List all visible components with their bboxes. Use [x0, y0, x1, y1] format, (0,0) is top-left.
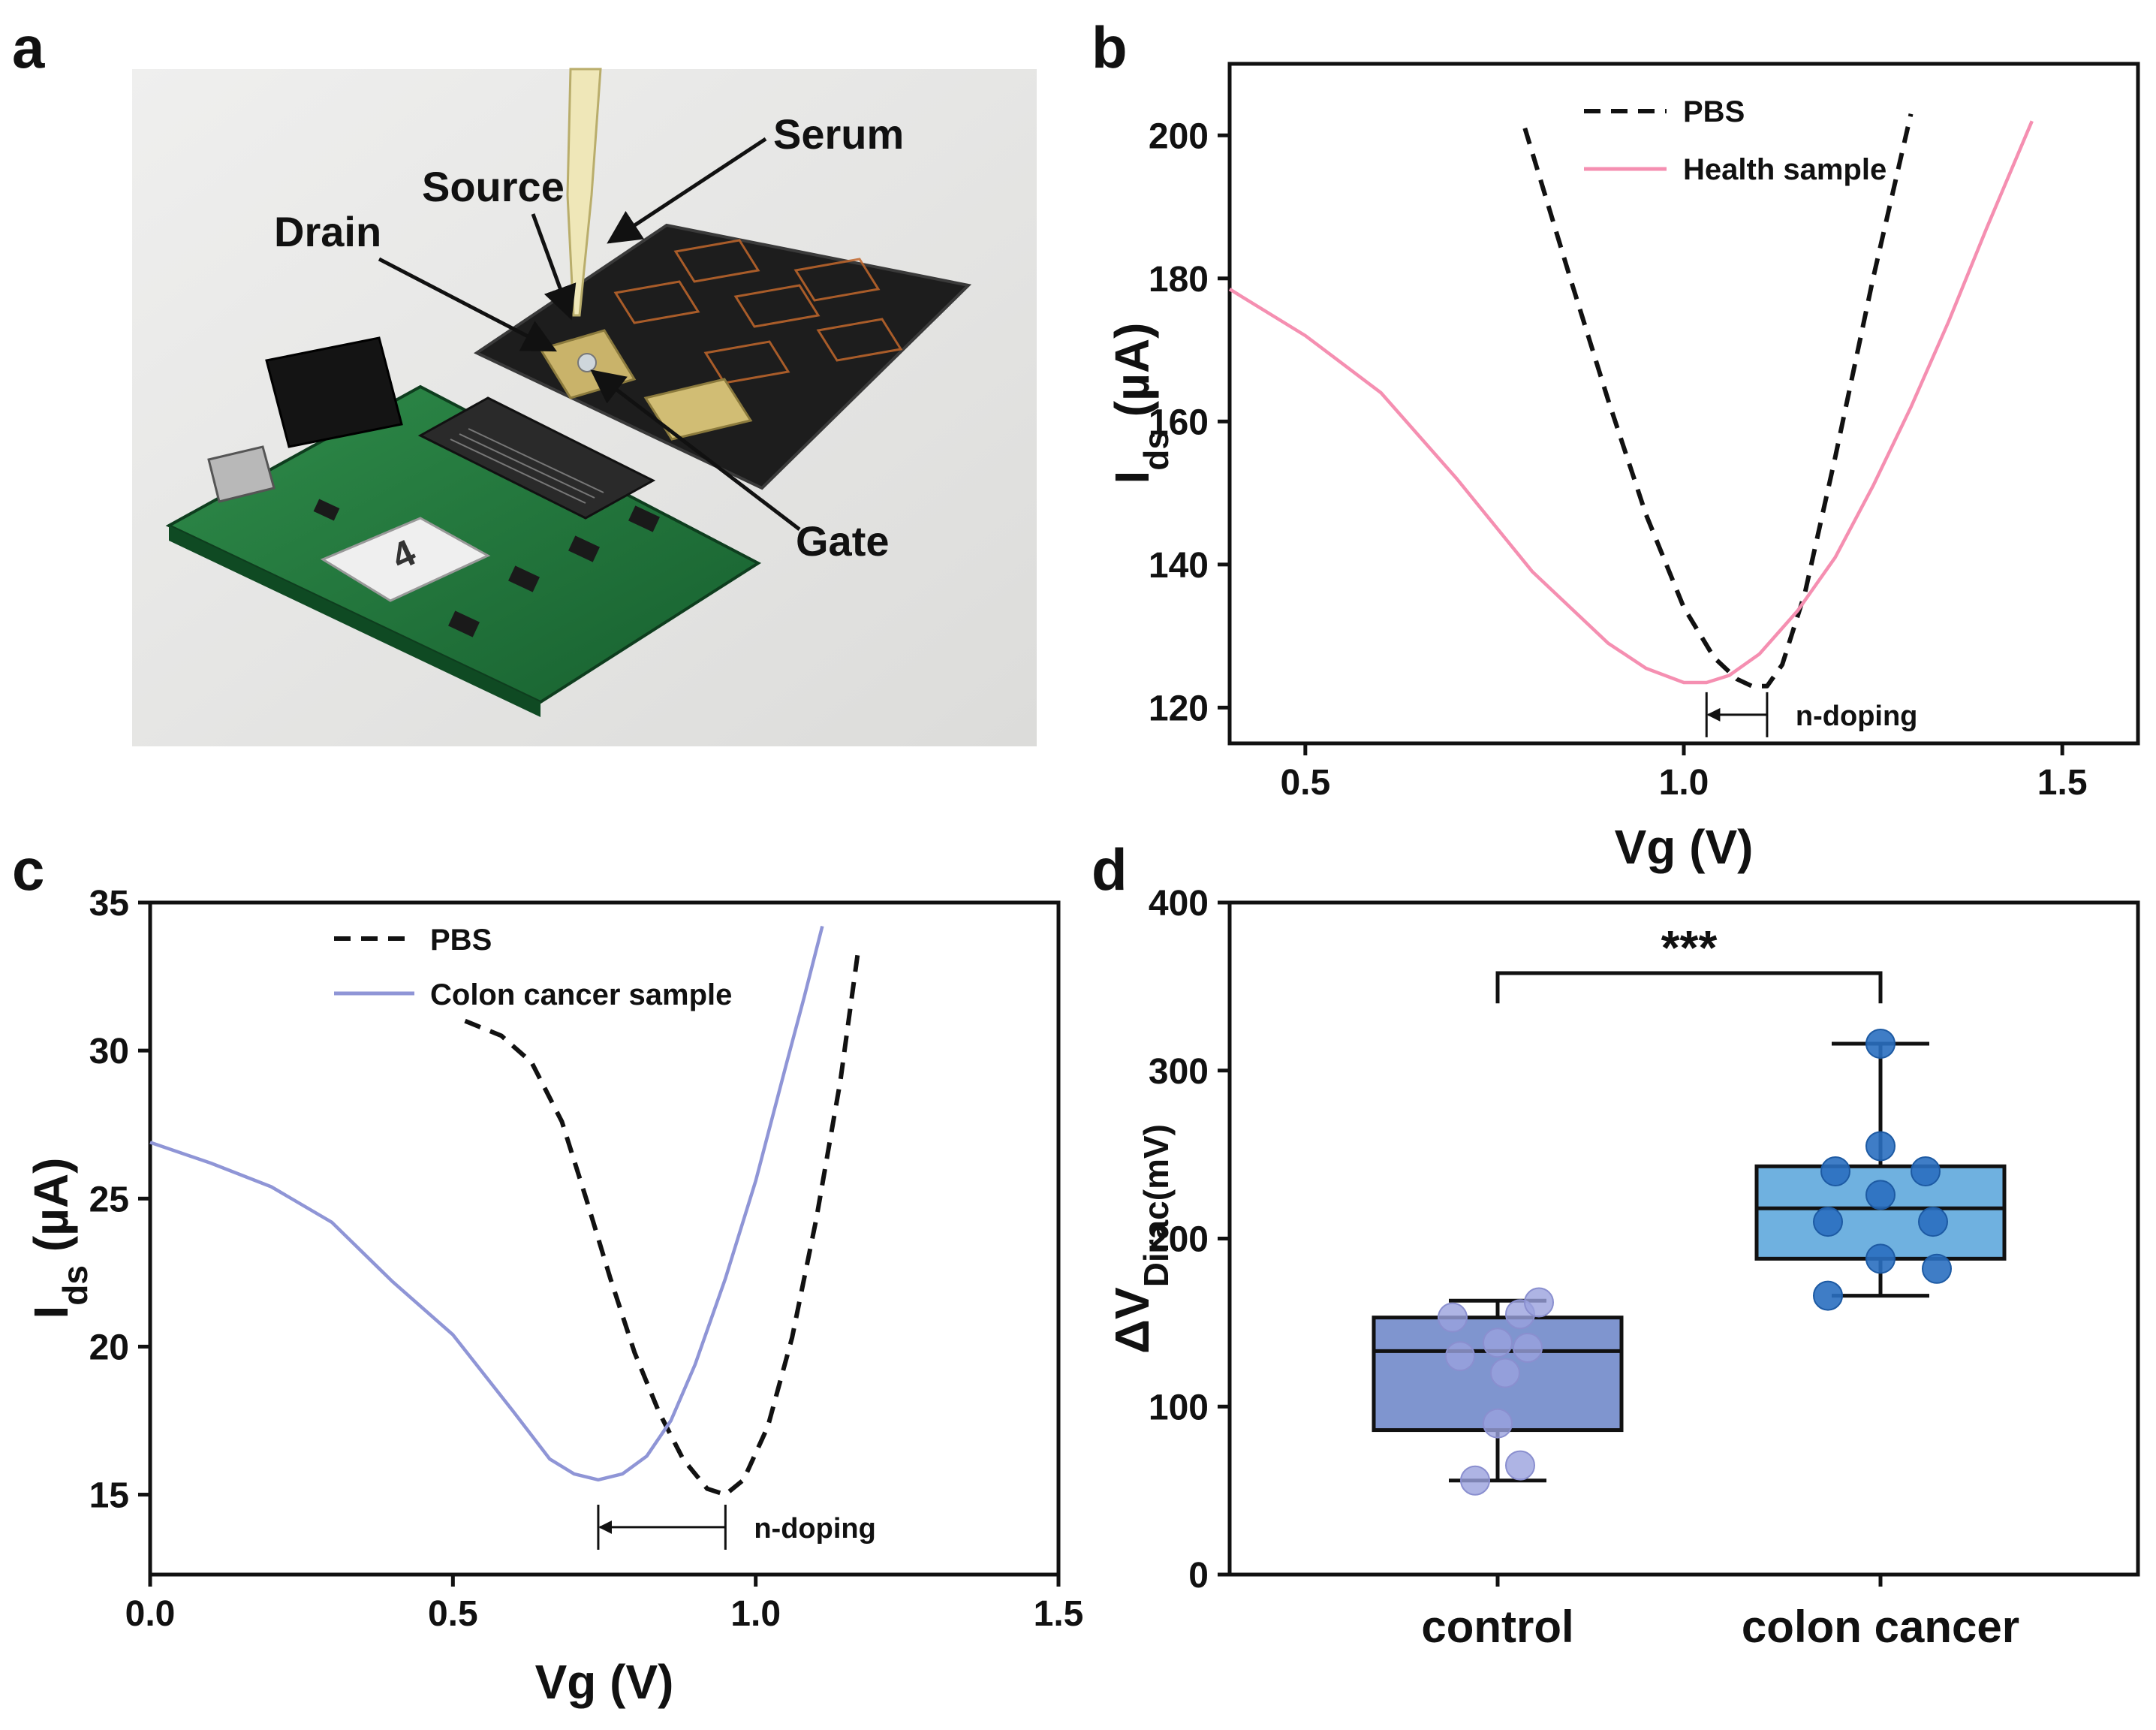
c-ytick-label: 35	[89, 884, 129, 924]
label-drain: Drain	[274, 208, 381, 255]
chart-b-xlabel: Vg (V)	[1615, 820, 1754, 874]
d-point	[1438, 1302, 1468, 1333]
arrow-serum	[607, 137, 767, 244]
d-ytick-label: 100	[1149, 1388, 1209, 1427]
d-point	[1865, 1243, 1896, 1274]
module	[320, 517, 491, 602]
pipette	[566, 68, 602, 317]
d-ytick-label: 200	[1149, 1220, 1209, 1260]
chart-b-ylabel: Ids (µA)	[1105, 323, 1176, 484]
b-ytick-label: 180	[1149, 260, 1209, 300]
b-series-health-sample	[1228, 120, 2034, 685]
c-xtick-label: 0.0	[125, 1594, 176, 1634]
d-significance-bracket	[1495, 971, 1883, 1004]
d-point	[1460, 1465, 1490, 1496]
device-photo: 4	[132, 68, 1037, 746]
d-category-label: colon cancer	[1742, 1602, 2019, 1652]
c-xtick-label: 1.5	[1034, 1594, 1084, 1634]
d-point	[1505, 1450, 1535, 1481]
c-ytick-label: 30	[89, 1032, 129, 1071]
b-ytick-label: 120	[1149, 689, 1209, 728]
legend-c-colon-label: Colon cancer sample	[430, 978, 732, 1011]
c-annot-label: n-doping	[754, 1513, 875, 1545]
chart-c-legend: PBS Colon cancer sample	[334, 924, 732, 1011]
b-ytick-label: 140	[1149, 546, 1209, 586]
chart-c-frame	[148, 900, 1061, 1577]
arrow-source	[531, 213, 577, 321]
d-ytick-label: 300	[1149, 1052, 1209, 1092]
d-point	[1918, 1207, 1948, 1237]
usb-port	[207, 445, 276, 503]
d-category-label: control	[1421, 1602, 1573, 1652]
chart-c: 0.0 0.5 1.0 1.5 15 20 25 30 35 n-doping PBS Colo…	[24, 884, 1083, 1709]
panel-c-letter: c	[12, 836, 44, 903]
b-ytick-label: 160	[1149, 402, 1209, 442]
arrow-drain	[378, 257, 557, 352]
d-point	[1483, 1328, 1513, 1358]
d-significance-label: ***	[1661, 921, 1718, 975]
b-xtick-label: 1.5	[2037, 763, 2088, 803]
d-point	[1911, 1156, 1941, 1186]
label-serum: Serum	[773, 110, 904, 158]
d-point	[1445, 1341, 1475, 1372]
c-xtick-label: 0.5	[428, 1594, 478, 1634]
d-point	[1865, 1180, 1896, 1210]
label-source: Source	[422, 163, 565, 210]
c-ytick-label: 25	[89, 1180, 129, 1219]
panel-a-letter: a	[12, 14, 45, 80]
d-point	[1865, 1131, 1896, 1162]
d-ytick-label: 0	[1188, 1556, 1209, 1596]
b-xtick-label: 1.0	[1659, 763, 1709, 803]
chart-b-legend: PBS Health sample	[1584, 95, 1886, 186]
d-point	[1813, 1207, 1843, 1237]
electrode-card	[473, 223, 972, 490]
d-point	[1524, 1287, 1554, 1318]
d-point	[1813, 1280, 1843, 1311]
legend-c-pbs-label: PBS	[430, 924, 492, 957]
panel-b-letter: b	[1092, 14, 1128, 80]
d-point	[1820, 1156, 1850, 1186]
arrow-gate	[590, 369, 801, 531]
d-ytick-label: 400	[1149, 884, 1209, 924]
d-point	[1490, 1358, 1520, 1388]
legend-b-pbs-label: PBS	[1683, 95, 1745, 128]
legend-b-health-label: Health sample	[1683, 153, 1886, 186]
b-xtick-label: 0.5	[1280, 763, 1330, 803]
b-annot-label: n-doping	[1796, 701, 1917, 732]
d-point	[1922, 1253, 1952, 1284]
panel-d-letter: d	[1092, 836, 1128, 903]
d-point	[1483, 1408, 1513, 1439]
chart-c-ylabel: Ids (µA)	[24, 1158, 95, 1319]
b-ytick-label: 200	[1149, 116, 1209, 156]
c-series-pbs	[464, 946, 861, 1497]
chart-b: 0.5 1.0 1.5 120 140 160 180 200 n-doping PBS He…	[1105, 62, 2140, 874]
label-gate: Gate	[796, 517, 890, 565]
sample-drop	[577, 353, 597, 372]
chart-d-ylabel: ΔVDirac(mV)	[1105, 1124, 1176, 1354]
c-xtick-label: 1.0	[730, 1594, 781, 1634]
chart-c-xlabel: Vg (V)	[535, 1655, 674, 1709]
c-series-colon-cancer-sample	[149, 925, 824, 1482]
c-ytick-label: 20	[89, 1328, 129, 1367]
d-point	[1513, 1332, 1543, 1363]
d-point	[1865, 1028, 1896, 1059]
b-series-pbs	[1522, 113, 1914, 689]
chart-d: 0 100 200 300 400 control colon cancer *** ΔVD…	[1105, 884, 2140, 1652]
c-ytick-label: 15	[89, 1476, 129, 1516]
relay	[265, 336, 403, 448]
